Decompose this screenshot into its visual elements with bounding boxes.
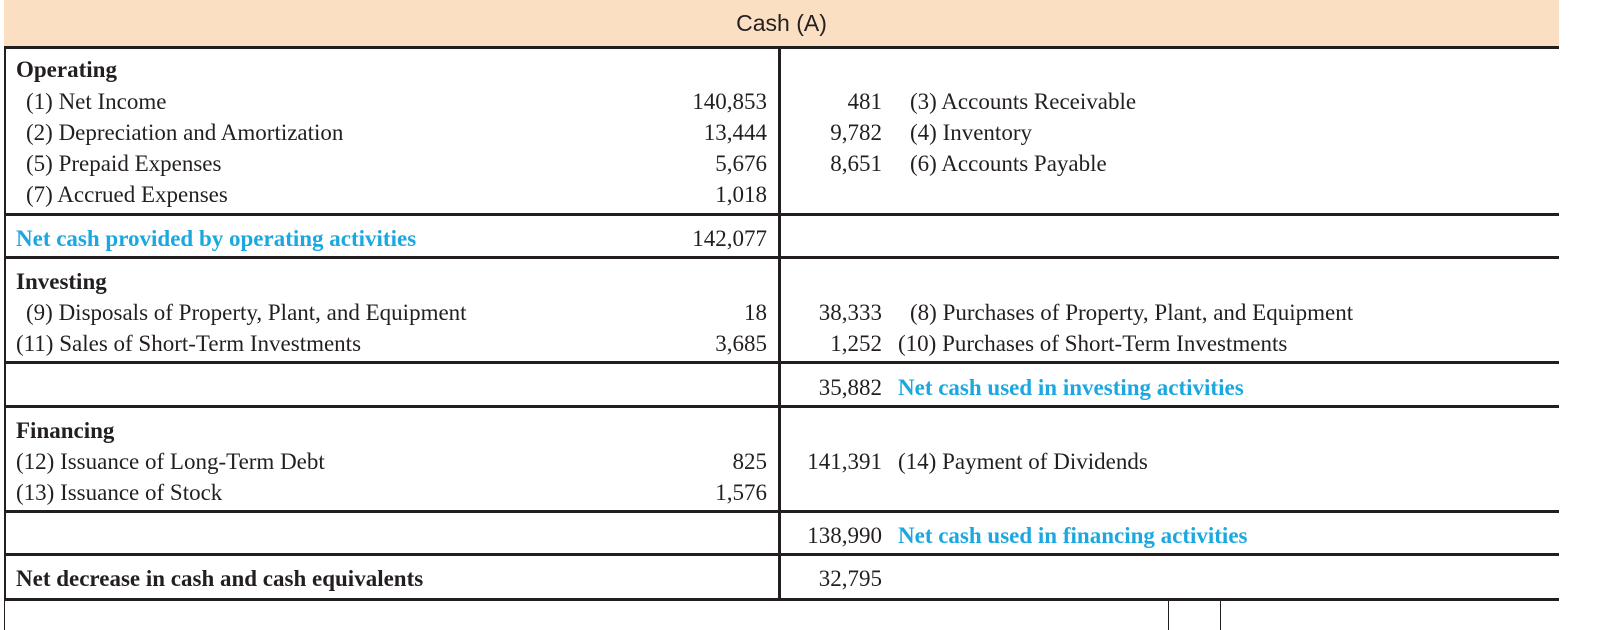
operating-heading: Operating <box>16 57 117 82</box>
investing-credit-amount: 38,333 <box>818 300 882 325</box>
operating-credit-label: (6) Accounts Payable <box>910 151 1107 176</box>
investing-debit-label: (11) Sales of Short-Term Investments <box>16 331 362 356</box>
financing-debit-label: (13) Issuance of Stock <box>16 480 223 505</box>
divider <box>4 510 1559 513</box>
investing-debit-amount: 18 <box>744 300 767 325</box>
operating-subtotal-amount: 142,077 <box>692 226 767 251</box>
divider <box>4 405 1559 408</box>
operating-debit-label: (7) Accrued Expenses <box>26 182 228 207</box>
operating-credit-amount: 9,782 <box>830 120 882 145</box>
operating-debit-amount: 140,853 <box>692 89 767 114</box>
operating-credit-amount: 481 <box>847 89 883 114</box>
financing-credit-amount: 141,391 <box>807 449 882 474</box>
divider <box>4 256 1559 259</box>
divider <box>4 361 1559 364</box>
financing-debit-amount: 825 <box>732 449 768 474</box>
investing-credit-label: (10) Purchases of Short-Term Investments <box>898 331 1288 356</box>
investing-subtotal-label: Net cash used in investing activities <box>898 375 1244 400</box>
divider <box>4 213 1559 216</box>
divider <box>4 553 1559 556</box>
investing-credit-amount: 1,252 <box>830 331 882 356</box>
operating-subtotal-label: Net cash provided by operating activitie… <box>16 226 417 251</box>
operating-debit-label: (2) Depreciation and Amortization <box>26 120 344 145</box>
investing-debit-amount: 3,685 <box>715 331 767 356</box>
investing-credit-label: (8) Purchases of Property, Plant, and Eq… <box>910 300 1354 325</box>
financing-debit-label: (12) Issuance of Long-Term Debt <box>16 449 325 474</box>
t-account-center-rule <box>778 46 781 601</box>
bottom-box-edge <box>4 600 5 630</box>
left-border <box>4 46 6 601</box>
financing-subtotal-label: Net cash used in financing activities <box>898 523 1248 548</box>
operating-credit-amount: 8,651 <box>830 151 882 176</box>
financing-heading: Financing <box>16 418 115 443</box>
account-title: Cash (A) <box>4 0 1559 49</box>
bottom-box-edge <box>1220 600 1221 630</box>
operating-debit-label: (5) Prepaid Expenses <box>26 151 222 176</box>
operating-debit-amount: 13,444 <box>703 120 767 145</box>
financing-debit-amount: 1,576 <box>715 480 767 505</box>
investing-subtotal-amount: 35,882 <box>818 375 882 400</box>
net-change-label: Net decrease in cash and cash equivalent… <box>16 566 424 591</box>
financing-credit-label: (14) Payment of Dividends <box>898 449 1148 474</box>
investing-heading: Investing <box>16 269 107 294</box>
net-change-amount: 32,795 <box>818 566 882 591</box>
t-account-cash: Cash (A) Operating (1) Net Income 140,85… <box>4 0 1559 630</box>
divider <box>4 598 1559 601</box>
financing-subtotal-amount: 138,990 <box>807 523 882 548</box>
operating-debit-label: (1) Net Income <box>26 89 167 114</box>
operating-debit-amount: 5,676 <box>715 151 767 176</box>
investing-debit-label: (9) Disposals of Property, Plant, and Eq… <box>26 300 467 325</box>
bottom-box-edge <box>1168 600 1169 630</box>
operating-credit-label: (4) Inventory <box>910 120 1032 145</box>
operating-debit-amount: 1,018 <box>715 182 767 207</box>
operating-credit-label: (3) Accounts Receivable <box>910 89 1137 114</box>
